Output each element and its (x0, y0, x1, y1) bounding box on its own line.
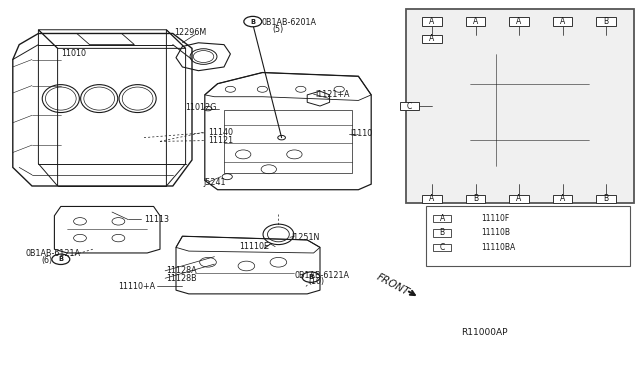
Text: A: A (429, 17, 435, 26)
Text: 11010: 11010 (61, 49, 86, 58)
Text: 11140: 11140 (208, 128, 233, 137)
Text: B: B (604, 17, 609, 26)
Bar (509, 195, 529, 203)
Bar (400, 102, 419, 110)
Bar (466, 195, 485, 203)
Text: I1110: I1110 (351, 129, 373, 138)
Text: 11113: 11113 (144, 215, 169, 224)
Bar (466, 17, 485, 26)
Text: B: B (250, 19, 255, 25)
Text: B: B (604, 194, 609, 203)
Bar (433, 215, 451, 222)
Text: R11000AP: R11000AP (461, 328, 508, 337)
Bar (553, 195, 572, 203)
Text: (10): (10) (308, 278, 324, 286)
Bar (433, 229, 451, 237)
Text: (5): (5) (272, 25, 284, 33)
Text: 11110+A: 11110+A (118, 282, 156, 291)
Text: A: A (516, 194, 522, 203)
Bar (596, 195, 616, 203)
Text: 11121: 11121 (208, 136, 233, 145)
Text: A: A (429, 194, 435, 203)
Text: 11110E: 11110E (239, 242, 269, 251)
Text: B: B (58, 256, 63, 262)
Text: A: A (473, 17, 478, 26)
Text: 11110F: 11110F (481, 214, 509, 223)
Bar (509, 17, 529, 26)
Text: B: B (440, 228, 445, 237)
Bar (406, 9, 634, 203)
Text: FRONT: FRONT (374, 272, 410, 298)
Bar (422, 195, 442, 203)
Circle shape (244, 16, 262, 27)
Text: J5241: J5241 (204, 178, 226, 187)
Text: 0B1AB-6201A: 0B1AB-6201A (261, 18, 316, 27)
Text: 12296M: 12296M (174, 28, 206, 37)
Bar (426, 206, 630, 266)
Text: 11110B: 11110B (481, 228, 510, 237)
Text: A: A (429, 34, 435, 43)
Text: 0B1AB-6121A: 0B1AB-6121A (294, 271, 349, 280)
Text: A: A (516, 17, 522, 26)
Bar (422, 35, 442, 43)
Circle shape (52, 254, 70, 264)
Bar (433, 244, 451, 251)
Text: C: C (407, 102, 412, 110)
Text: 11128B: 11128B (166, 274, 197, 283)
Text: (6): (6) (42, 256, 52, 265)
Bar (422, 17, 442, 26)
Text: 11128A: 11128A (166, 266, 197, 275)
Text: B: B (473, 194, 478, 203)
Text: 11012G: 11012G (186, 103, 217, 112)
Text: 11110BA: 11110BA (481, 243, 516, 252)
Text: A: A (560, 17, 565, 26)
Text: A: A (560, 194, 565, 203)
Text: I1121+A: I1121+A (315, 90, 349, 99)
Text: C: C (440, 243, 445, 252)
Circle shape (302, 272, 320, 282)
Text: 0B1AB-6121A: 0B1AB-6121A (26, 249, 81, 258)
Text: A: A (440, 214, 445, 223)
Text: I1251N: I1251N (291, 233, 319, 242)
Bar (596, 17, 616, 26)
Text: B: B (308, 274, 314, 280)
Bar (553, 17, 572, 26)
